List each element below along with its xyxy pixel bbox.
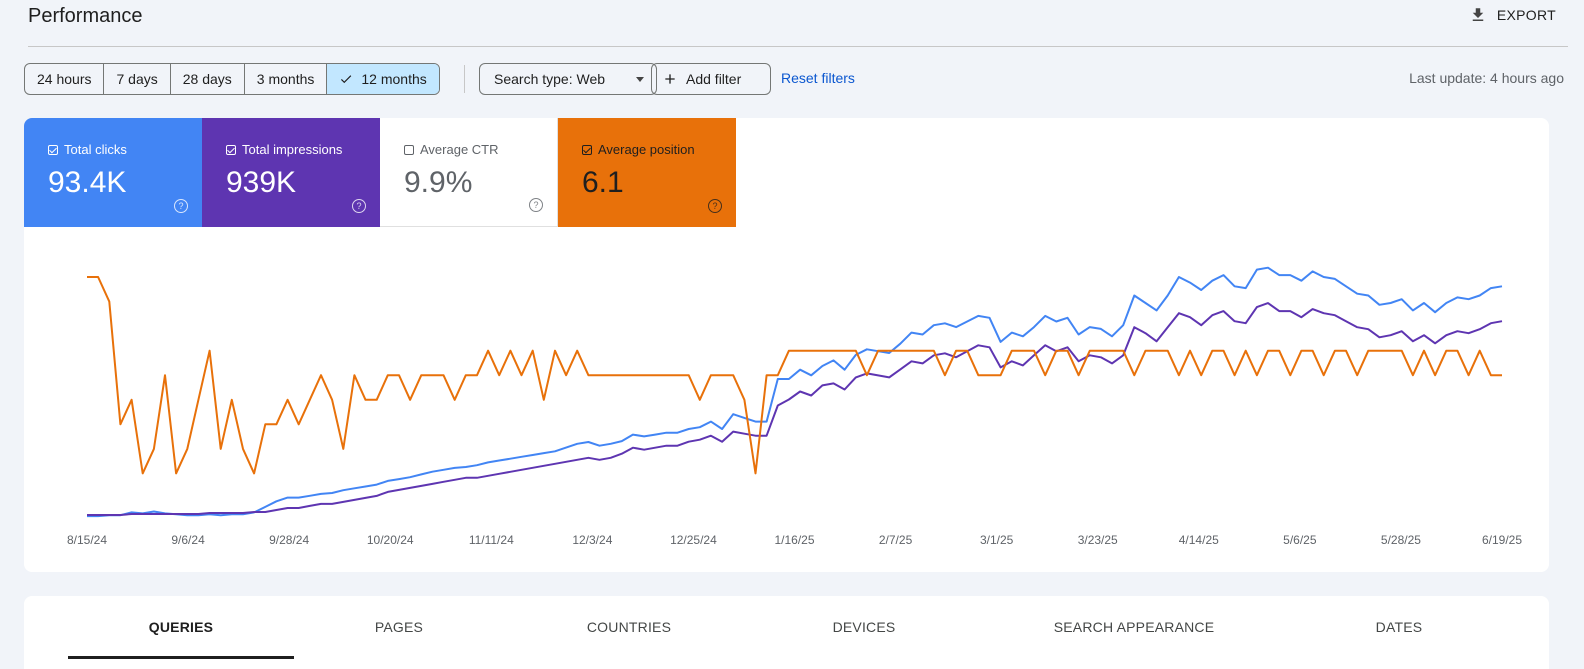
metric-value: 6.1 — [582, 166, 624, 199]
last-update-text: Last update: 4 hours ago — [1409, 70, 1564, 86]
range-label: 7 days — [116, 71, 158, 87]
tab-devices[interactable]: DEVICES — [832, 619, 896, 635]
range-label: 28 days — [182, 71, 232, 87]
x-tick-label: 10/20/24 — [367, 533, 414, 547]
metric-label-row: Average CTR — [404, 142, 499, 157]
x-tick-label: 5/6/25 — [1283, 533, 1317, 547]
checkbox-checked-icon[interactable] — [226, 144, 236, 155]
reset-filters-link[interactable]: Reset filters — [781, 70, 855, 86]
performance-chart[interactable]: 8/15/24 9/6/24 9/28/24 10/20/24 11/11/24 12/3… — [24, 227, 1549, 572]
tab-search-appearance[interactable]: SEARCH APPEARANCE — [1053, 619, 1215, 635]
search-type-dropdown[interactable]: Search type: Web — [479, 63, 657, 95]
range-label: 12 months — [361, 71, 427, 87]
add-filter-label: Add filter — [686, 71, 742, 87]
tab-dates[interactable]: DATES — [1375, 619, 1423, 635]
x-tick-label: 4/14/25 — [1179, 533, 1219, 547]
series-line-position — [87, 276, 1502, 475]
metric-total-clicks[interactable]: Total clicks 93.4K ? — [24, 118, 202, 227]
page-title: Performance — [28, 5, 143, 27]
metric-value: 9.9% — [404, 166, 473, 199]
x-tick-label: 6/19/25 — [1482, 533, 1522, 547]
metric-label-row: Total impressions — [226, 142, 342, 157]
add-filter-button[interactable]: Add filter — [651, 63, 771, 95]
x-tick-label: 3/23/25 — [1078, 533, 1118, 547]
metric-average-position[interactable]: Average position 6.1 ? — [558, 118, 736, 227]
header: Performance EXPORT — [28, 0, 1568, 47]
tab-queries[interactable]: QUERIES — [148, 619, 214, 635]
range-3-months[interactable]: 3 months — [243, 64, 327, 94]
checkbox-checked-icon[interactable] — [582, 144, 592, 155]
plus-icon — [665, 74, 675, 84]
help-icon[interactable]: ? — [529, 198, 543, 212]
check-icon — [341, 75, 352, 84]
toolbar: 24 hours 7 days 28 days 3 months 12 mont… — [24, 63, 1568, 95]
x-tick-label: 9/6/24 — [171, 533, 205, 547]
metric-label: Average position — [598, 142, 695, 157]
range-label: 24 hours — [37, 71, 92, 87]
metric-total-impressions[interactable]: Total impressions 939K ? — [202, 118, 380, 227]
checkbox-checked-icon[interactable] — [48, 144, 58, 155]
x-tick-label: 12/25/24 — [670, 533, 717, 547]
chart-svg: 8/15/24 9/6/24 9/28/24 10/20/24 11/11/24 12/3… — [67, 266, 1522, 547]
help-icon[interactable]: ? — [352, 199, 366, 213]
range-24-hours[interactable]: 24 hours — [25, 64, 103, 94]
tab-pages[interactable]: PAGES — [374, 619, 424, 635]
report-tabs: QUERIES PAGES COUNTRIES DEVICES SEARCH A… — [24, 596, 1549, 669]
series-line-clicks — [87, 266, 1503, 518]
date-range-group: 24 hours 7 days 28 days 3 months 12 mont… — [24, 63, 440, 95]
toolbar-divider — [464, 65, 465, 93]
tab-countries[interactable]: COUNTRIES — [586, 619, 672, 635]
metric-label: Total impressions — [242, 142, 343, 157]
range-12-months[interactable]: 12 months — [326, 64, 439, 94]
help-icon[interactable]: ? — [174, 199, 188, 213]
checkbox-unchecked-icon[interactable] — [404, 144, 414, 155]
range-label: 3 months — [256, 71, 315, 87]
metric-average-ctr[interactable]: Average CTR 9.9% ? — [380, 118, 558, 227]
export-button[interactable]: EXPORT — [1469, 6, 1556, 24]
x-tick-label: 1/16/25 — [774, 533, 814, 547]
metric-value: 939K — [226, 166, 297, 199]
x-tick-label: 11/11/24 — [469, 533, 514, 547]
active-tab-indicator — [68, 656, 294, 659]
metric-value: 93.4K — [48, 166, 127, 199]
metric-label: Average CTR — [420, 142, 499, 157]
performance-card: Total clicks 93.4K ? Total impressions 9… — [24, 118, 1549, 572]
chart-lines — [87, 266, 1503, 518]
x-tick-label: 12/3/24 — [572, 533, 612, 547]
x-axis-ticks: 8/15/24 9/6/24 9/28/24 10/20/24 11/11/24 12/3… — [67, 533, 1522, 547]
search-type-label: Search type: Web — [494, 71, 606, 87]
help-icon[interactable]: ? — [708, 199, 722, 213]
metric-label-row: Average position — [582, 142, 695, 157]
export-label: EXPORT — [1496, 7, 1556, 23]
x-tick-label: 9/28/24 — [269, 533, 309, 547]
series-line-impressions — [87, 302, 1503, 516]
x-tick-label: 8/15/24 — [67, 533, 107, 547]
metric-label: Total clicks — [64, 142, 127, 157]
range-28-days[interactable]: 28 days — [169, 64, 244, 94]
x-tick-label: 2/7/25 — [879, 533, 913, 547]
metric-label-row: Total clicks — [48, 142, 127, 157]
range-7-days[interactable]: 7 days — [103, 64, 169, 94]
x-tick-label: 5/28/25 — [1381, 533, 1421, 547]
caret-down-icon — [636, 77, 644, 82]
x-tick-label: 3/1/25 — [980, 533, 1014, 547]
download-icon — [1472, 8, 1484, 21]
